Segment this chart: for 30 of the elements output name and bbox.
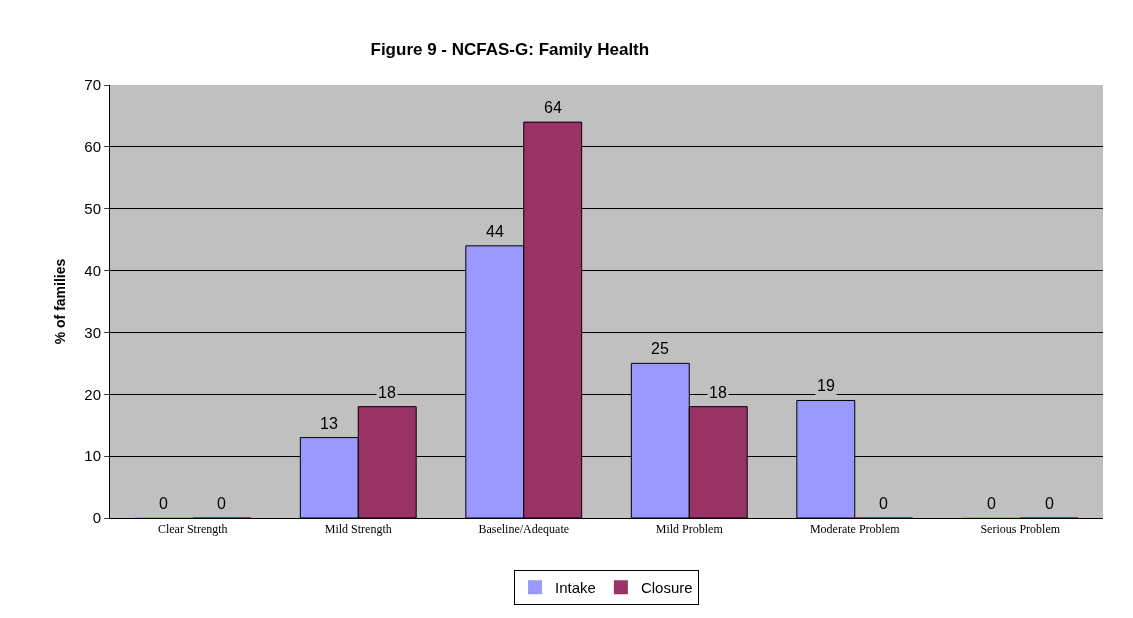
data-label: 25 [651, 340, 669, 357]
x-tick-label: Clear Strength [157, 522, 228, 537]
x-tick-label: Mild Problem [655, 522, 724, 537]
x-tick-label: Serious Problem [980, 522, 1061, 537]
y-tick-label: 40 [84, 261, 101, 279]
y-tick-label: 0 [92, 509, 101, 527]
legend-label: Intake [555, 579, 596, 597]
y-tick-label: 50 [84, 199, 101, 217]
x-tick-label: Mild Strength [324, 522, 392, 537]
y-tick-label: 70 [84, 76, 101, 94]
y-tick-label: 30 [84, 323, 101, 341]
data-label: 13 [320, 415, 338, 432]
data-label: 0 [987, 495, 996, 512]
y-tick-label: 10 [84, 447, 101, 465]
y-axis-title: % of families [51, 258, 68, 345]
data-label: 0 [217, 495, 226, 512]
legend-label: Closure [640, 579, 693, 597]
data-label: 44 [486, 223, 504, 240]
x-tick-label: Moderate Problem [809, 522, 901, 537]
data-label: 0 [879, 495, 888, 512]
x-tick-label: Baseline/Adequate [478, 522, 570, 537]
data-label: 0 [1045, 495, 1054, 512]
y-tick-label: 20 [84, 385, 101, 403]
data-label: 18 [378, 384, 396, 401]
chart-title: Figure 9 - NCFAS-G: Family Health [370, 40, 650, 60]
y-tick-label: 60 [84, 138, 101, 156]
data-label: 19 [817, 377, 835, 394]
data-label: 18 [709, 384, 727, 401]
data-label: 64 [544, 99, 562, 116]
data-label: 0 [159, 495, 168, 512]
